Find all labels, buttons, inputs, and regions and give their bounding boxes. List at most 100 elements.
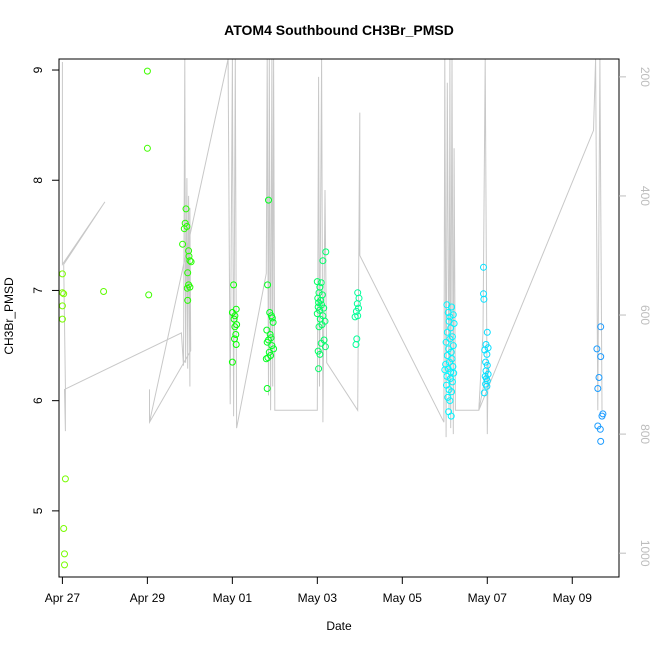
data-point	[480, 295, 488, 303]
data-point	[446, 313, 454, 321]
data-point	[351, 313, 359, 321]
data-point	[594, 385, 602, 392]
y-tick-label: 5	[31, 507, 45, 514]
data-point	[263, 326, 271, 334]
data-point	[60, 525, 68, 532]
x-tick-label: Apr 27	[45, 591, 81, 605]
data-point	[598, 412, 606, 420]
x-tick-label: May 09	[553, 591, 593, 605]
data-point	[232, 331, 240, 338]
x-tick-label: May 03	[298, 591, 338, 605]
y-axis-label: CH3Br_PMSD	[2, 277, 16, 355]
data-point	[319, 257, 327, 265]
data-point	[597, 437, 605, 445]
data-point	[447, 412, 455, 420]
data-point	[233, 321, 241, 329]
data-point	[483, 328, 491, 336]
data-point	[265, 196, 272, 204]
data-point	[143, 144, 151, 152]
data-point	[448, 378, 456, 386]
x-tick-label: May 07	[468, 591, 508, 605]
y2-tick-label: 400	[638, 186, 650, 206]
data-point	[266, 309, 274, 316]
data-point	[317, 296, 325, 304]
data-point	[448, 303, 456, 311]
x-axis-label: Date	[326, 619, 352, 633]
data-point	[315, 323, 323, 331]
data-point	[443, 352, 451, 359]
y-tick-label: 6	[31, 397, 45, 404]
data-point	[187, 258, 195, 266]
data-point	[268, 314, 276, 322]
data-point	[353, 300, 361, 308]
data-point	[595, 374, 603, 381]
y-tick-label: 9	[31, 66, 45, 73]
data-points-layer	[58, 67, 607, 569]
x-tick-label: Apr 29	[130, 591, 166, 605]
data-point	[447, 324, 455, 332]
data-point	[264, 281, 272, 289]
data-point	[263, 385, 271, 392]
data-point	[449, 342, 457, 350]
data-point	[313, 278, 321, 286]
y2-tick-label: 800	[638, 424, 650, 444]
data-point	[321, 343, 329, 351]
data-point	[183, 284, 191, 292]
plot-frame	[58, 58, 620, 578]
data-point	[597, 323, 605, 331]
data-point	[186, 257, 194, 265]
data-point	[443, 328, 451, 336]
data-point	[317, 279, 325, 287]
data-point	[483, 382, 491, 390]
data-point	[268, 342, 276, 350]
data-point	[448, 388, 456, 396]
y2-tick-label: 1000	[638, 540, 650, 567]
data-point	[314, 347, 322, 355]
data-point	[232, 341, 240, 348]
data-point	[180, 225, 188, 233]
data-point	[447, 368, 455, 376]
data-point	[483, 350, 491, 358]
data-point	[60, 290, 68, 298]
data-point	[184, 296, 192, 304]
data-point	[480, 263, 487, 271]
data-point	[231, 312, 239, 320]
data-point	[352, 341, 360, 348]
data-point	[184, 269, 192, 277]
data-point	[182, 205, 190, 213]
data-point	[230, 281, 238, 289]
data-point	[270, 345, 278, 353]
y-tick-label: 8	[31, 177, 45, 184]
data-point	[263, 338, 271, 346]
x-tick-label: May 01	[213, 591, 253, 605]
chart-title: ATOM4 Southbound CH3Br_PMSD	[224, 22, 454, 38]
y2-tick-label: 200	[638, 67, 650, 87]
data-point	[482, 358, 490, 366]
data-point	[316, 350, 324, 358]
data-point	[597, 353, 605, 361]
data-point	[100, 288, 108, 295]
data-point	[315, 365, 323, 373]
data-point	[320, 304, 328, 312]
data-point	[143, 67, 151, 75]
data-point	[450, 320, 458, 327]
x-tick-label: May 05	[383, 591, 423, 605]
data-point	[230, 315, 238, 323]
data-point	[450, 369, 458, 377]
y-tick-label: 7	[31, 287, 45, 294]
data-point	[231, 323, 239, 331]
y2-tick-label: 600	[638, 305, 650, 325]
data-point	[317, 339, 325, 347]
data-point	[61, 550, 68, 558]
data-point	[61, 475, 69, 483]
data-point	[596, 425, 604, 433]
data-point	[481, 346, 489, 354]
data-point	[480, 389, 488, 397]
data-point	[269, 318, 277, 326]
data-point	[442, 338, 450, 346]
data-point	[446, 397, 454, 405]
data-point	[446, 358, 453, 366]
data-point	[228, 358, 236, 366]
